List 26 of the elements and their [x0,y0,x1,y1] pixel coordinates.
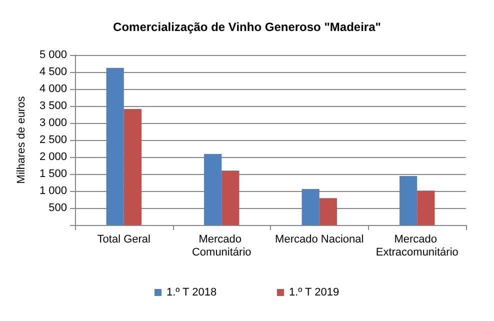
x-tick-label: Mercado Extracomunitário [376,234,458,258]
y-tick-label: 3 500 [39,100,67,112]
bar [204,154,222,225]
y-tick-label: 1 500 [39,168,67,180]
bar [302,188,320,225]
y-tick-label: 3 000 [39,117,67,129]
x-tick-label: Mercado Comunitário [192,234,252,258]
y-tick-label: 500 [48,202,67,214]
y-tick-label: 4 500 [39,66,67,78]
bar [124,109,142,225]
bar [417,190,435,225]
chart-title: Comercialização de Vinho Generoso "Madeira" [113,20,381,34]
y-tick-label: 2 500 [39,134,67,146]
bar [222,170,240,225]
bar [106,68,124,225]
bar [319,198,337,225]
y-tick-label: 5 000 [39,49,67,61]
x-tick-label: Mercado Nacional [275,234,364,246]
bar [400,176,418,225]
y-tick-label: 2 000 [39,151,67,163]
legend-label: 1.º T 2018 [166,286,217,298]
y-tick-label: 4 000 [39,83,67,95]
legend-label: 1.º T 2019 [289,286,340,298]
y-axis-title: Milhares de euros [16,96,28,184]
x-tick-label: Total Geral [97,234,150,246]
y-tick-label: 1 000 [39,185,67,197]
